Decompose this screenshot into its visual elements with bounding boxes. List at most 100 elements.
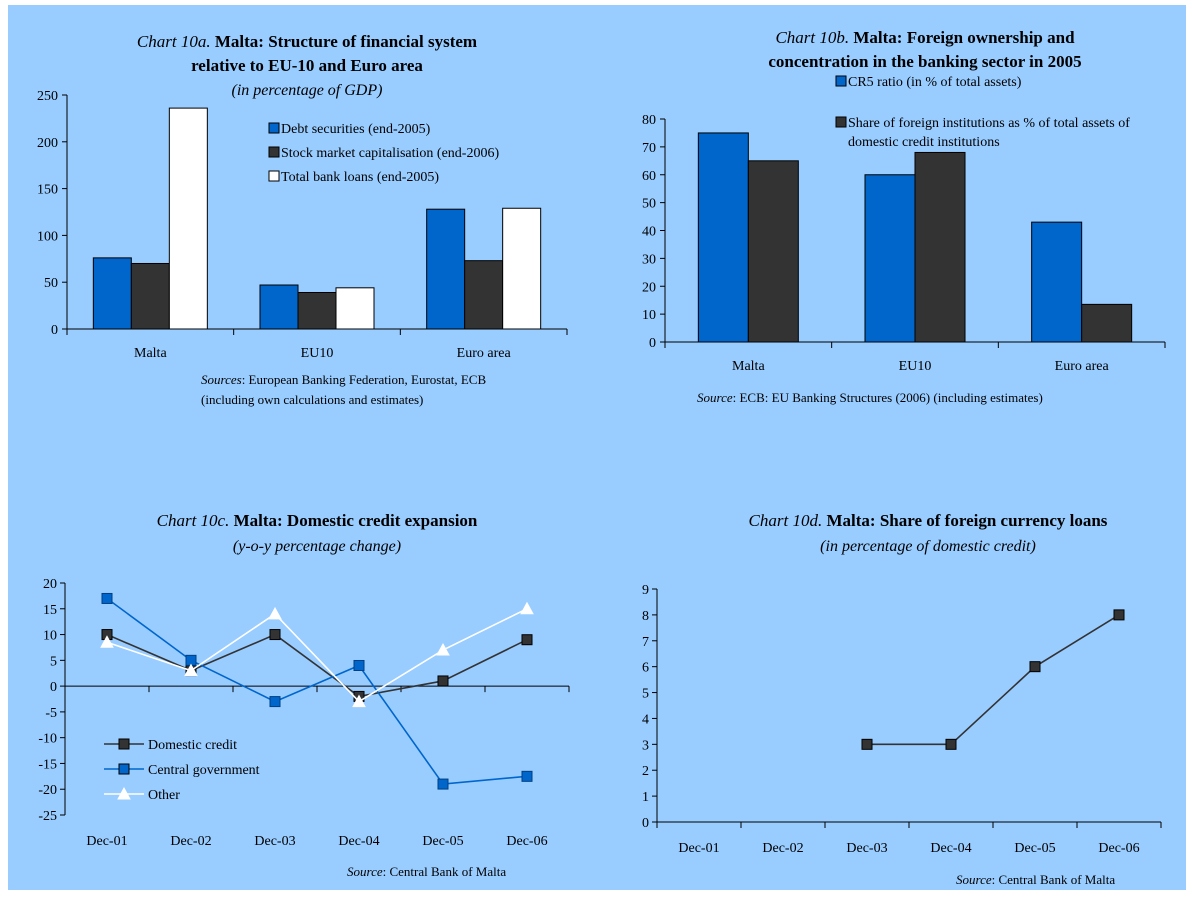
chart-source: Sources: European Banking Federation, Eu…	[201, 372, 486, 387]
y-tick-label: 20	[642, 280, 656, 295]
bar-10b-euro-area-s1	[1031, 221, 1083, 343]
legend-label: Central government	[148, 763, 260, 778]
legend-marker	[117, 786, 131, 800]
x-tick-label: Dec-02	[170, 834, 211, 849]
y-tick-label: 3	[642, 738, 649, 753]
x-tick-label: Dec-04	[338, 834, 379, 849]
series-line-1	[106, 633, 528, 698]
y-tick-label: 1	[642, 790, 649, 805]
data-point	[1113, 609, 1125, 621]
y-tick-label: 4	[642, 712, 649, 727]
y-tick-label: 5	[50, 654, 57, 669]
legend-label: Total bank loans (end-2005)	[281, 170, 439, 185]
y-tick-label: -10	[38, 732, 57, 747]
source-label: Sources	[201, 372, 242, 387]
data-point	[861, 738, 873, 750]
x-tick-label: Malta	[732, 359, 765, 374]
y-tick-label: 8	[642, 609, 649, 624]
y-tick-label: -15	[38, 757, 57, 772]
chart-title: Chart 10b. Malta: Foreign ownership and	[775, 28, 1075, 47]
bar-10a-eu10-s2	[297, 291, 337, 330]
data-point	[945, 738, 957, 750]
y-tick-label: 250	[37, 89, 58, 104]
chart-subtitle: (in percentage of GDP)	[232, 82, 383, 99]
y-tick-label: 80	[642, 113, 656, 128]
y-tick-label: 100	[37, 229, 58, 244]
chart-10c: -25 -20 -15 -10 -5 0 5 10 15 20 Dec-01 Dec-02 Dec-03…	[38, 511, 570, 879]
bar-10b-malta-s2	[747, 160, 799, 343]
chart-source: Source: Central Bank of Malta	[956, 872, 1115, 887]
legend-swatch	[268, 122, 280, 134]
chart-10d: 0 1 2 3 4 5 6 7 8 9 Dec-01 Dec-02 Dec-03 Dec-04 Dec-05…	[642, 511, 1162, 887]
legend-label: Stock market capitalisation (end-2006)	[281, 146, 499, 161]
data-point	[269, 629, 281, 641]
chart-title-text: Malta: Structure of financial system	[215, 32, 477, 51]
y-tick-label: 0	[50, 680, 57, 695]
x-tick-label: Euro area	[1055, 359, 1110, 374]
chart-title-prefix: Chart 10c.	[157, 511, 234, 530]
legend-marker	[118, 738, 130, 750]
bar-10a-malta-s3	[168, 107, 208, 330]
data-point	[521, 770, 533, 782]
chart-title-line2: relative to EU-10 and Euro area	[191, 56, 423, 75]
x-tick-label: Dec-03	[846, 841, 887, 856]
bar-10a-eu10-s1	[259, 284, 299, 330]
x-tick-label: EU10	[301, 346, 334, 361]
legend-marker	[118, 763, 130, 775]
y-tick-label: 5	[642, 687, 649, 702]
chart-source: Source: ECB: EU Banking Structures (2006…	[697, 390, 1043, 405]
bar-10a-malta-s2	[130, 262, 170, 330]
data-point	[437, 778, 449, 790]
y-tick-label: 40	[642, 225, 656, 240]
chart-title-line2: concentration in the banking sector in 2…	[768, 52, 1081, 71]
source-label: Source	[347, 864, 383, 879]
data-point	[184, 663, 198, 677]
data-point	[100, 635, 114, 648]
data-point	[1029, 661, 1041, 673]
y-tick-label: -20	[38, 783, 57, 798]
data-point	[269, 696, 281, 708]
y-tick-label: 0	[649, 336, 656, 351]
data-point	[521, 634, 533, 646]
data-point	[101, 592, 113, 604]
x-tick-label: Dec-05	[422, 834, 463, 849]
legend-label: Share of foreign institutions as % of to…	[848, 116, 1130, 131]
data-point	[268, 606, 282, 620]
series-line-2	[106, 597, 528, 785]
chart-title-prefix: Chart 10a.	[137, 32, 215, 51]
y-tick-label: -5	[45, 706, 57, 721]
x-tick-label: EU10	[899, 359, 932, 374]
legend-label: Debt securities (end-2005)	[281, 122, 431, 137]
bar-10a-eu10-s3	[335, 287, 375, 330]
bar-10b-euro-area-s2	[1081, 303, 1133, 343]
x-tick-label: Dec-03	[254, 834, 295, 849]
x-tick-label: Dec-04	[930, 841, 971, 856]
y-tick-label: 0	[642, 816, 649, 831]
legend-label: Domestic credit	[148, 738, 237, 753]
y-tick-label: 2	[642, 764, 649, 779]
source-label: Source	[697, 390, 733, 405]
x-tick-label: Euro area	[457, 346, 512, 361]
data-point	[520, 601, 534, 615]
y-tick-label: 150	[37, 183, 58, 198]
x-tick-label: Dec-06	[1098, 841, 1139, 856]
source-text: : European Banking Federation, Eurostat,…	[242, 372, 487, 387]
legend-label: Other	[148, 788, 180, 803]
series-line-3	[106, 608, 528, 703]
y-tick-label: 7	[642, 635, 649, 650]
chart-title-text: Malta: Foreign ownership and	[853, 28, 1075, 47]
y-tick-label: 200	[37, 136, 58, 151]
y-tick-label: 70	[642, 141, 656, 156]
chart-title-text: Malta: Share of foreign currency loans	[826, 511, 1107, 530]
bar-10b-eu10-s2	[914, 151, 966, 343]
chart-source: Source: Central Bank of Malta	[347, 864, 506, 879]
legend-swatch	[835, 116, 847, 128]
x-tick-label: Dec-02	[762, 841, 803, 856]
bar-10a-euro-area-s2	[464, 260, 504, 330]
x-tick-label: Dec-01	[86, 834, 127, 849]
data-point	[436, 642, 450, 656]
x-tick-label: Malta	[134, 346, 167, 361]
y-tick-label: 20	[43, 577, 57, 592]
chart-title: Chart 10a. Malta: Structure of financial…	[137, 32, 477, 51]
